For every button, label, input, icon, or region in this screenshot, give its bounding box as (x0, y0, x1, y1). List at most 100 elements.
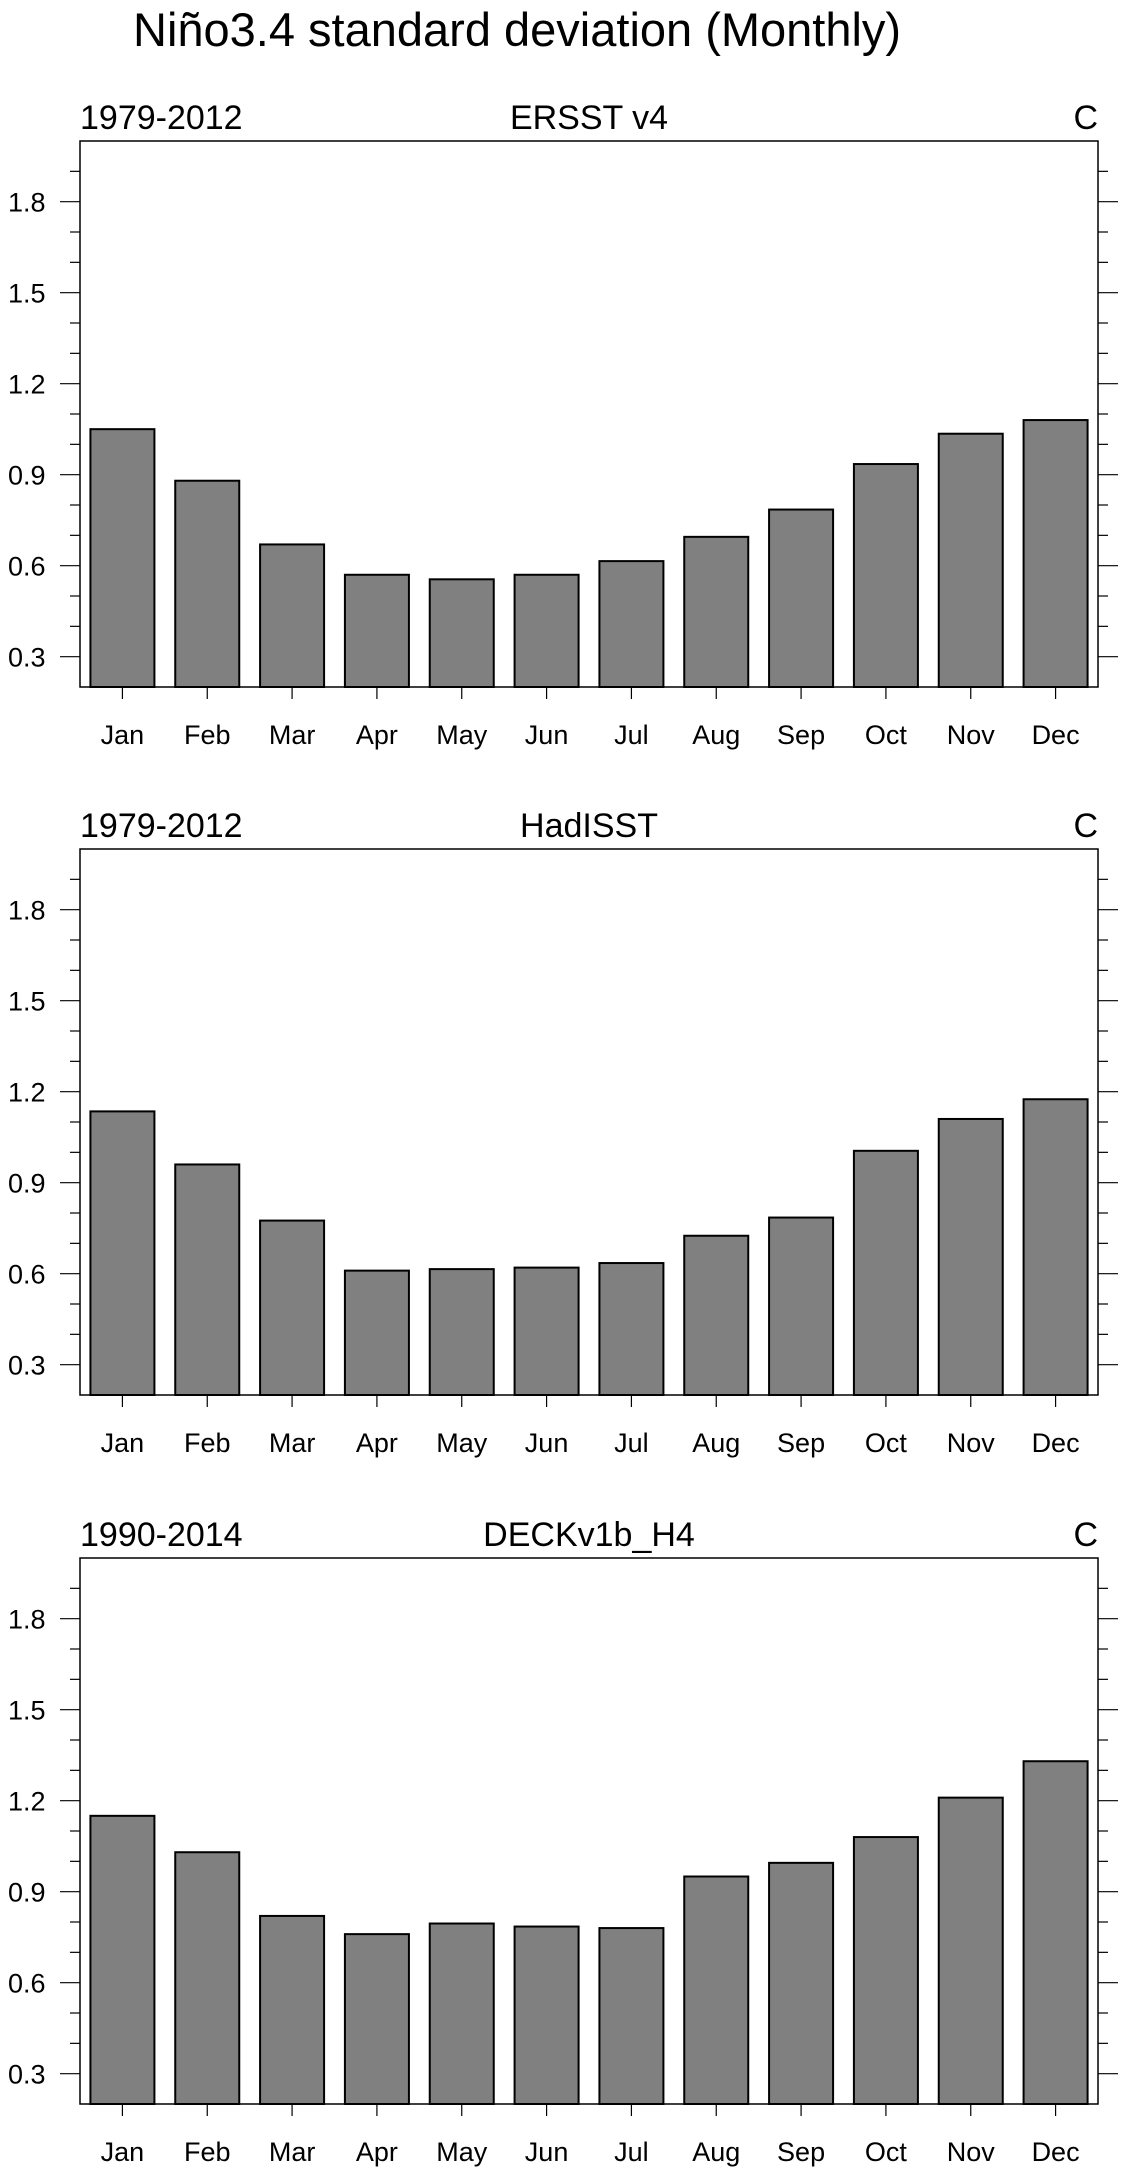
bar-jun (513, 1925, 580, 2106)
x-tick-label: May (436, 2137, 488, 2167)
y-tick-label: 1.8 (8, 188, 46, 218)
bar-dec (1022, 419, 1089, 688)
bar-sep (768, 1861, 835, 2105)
bar-dec (1022, 1760, 1089, 2105)
x-tick-label: Oct (865, 1428, 908, 1458)
bar-feb (174, 1163, 241, 1397)
x-tick-label: Jun (525, 720, 569, 750)
panel-left-label: 1979-2012 (80, 99, 243, 137)
figure-title: Niño3.4 standard deviation (Monthly) (133, 3, 901, 56)
x-tick-label: Jan (101, 1428, 145, 1458)
plot-frame (79, 140, 1099, 688)
x-tick-label: Mar (269, 2137, 316, 2167)
bar-apr (343, 1933, 410, 2105)
chart-panel-3: 1990-2014 DECKv1b_H4 C 0.3 0.6 0.9 1.2 1.5 1.8 Ja… (8, 1516, 1118, 2167)
x-tick-label: Jul (614, 1428, 649, 1458)
plot-frame (79, 1557, 1099, 2105)
y-tick-label: 1.2 (8, 1787, 46, 1817)
x-tick-label: Aug (692, 720, 740, 750)
x-tick-label: Apr (356, 1428, 398, 1458)
x-tick-label: Sep (777, 1428, 825, 1458)
panel-title: HadISST (520, 807, 658, 845)
bar-apr (343, 1269, 410, 1396)
x-tick-label: Apr (356, 720, 398, 750)
panel-units-label: C (1073, 1516, 1098, 1554)
y-tick-label: 1.5 (8, 279, 46, 309)
y-tick-label: 0.3 (8, 643, 46, 673)
panel-title: ERSST v4 (510, 99, 668, 137)
bar-feb (174, 479, 241, 688)
x-tick-label: Jan (101, 2137, 145, 2167)
x-tick-label: Nov (947, 1428, 996, 1458)
x-tick-label: Sep (777, 2137, 825, 2167)
x-tick-label: Jun (525, 1428, 569, 1458)
bar-dec (1022, 1098, 1089, 1396)
x-tick-label: Oct (865, 720, 908, 750)
panel-units-label: C (1073, 807, 1098, 845)
x-tick-label: Mar (269, 1428, 316, 1458)
y-tick-label: 0.9 (8, 1169, 46, 1199)
bar-oct (852, 1149, 919, 1396)
x-tick-label: Dec (1032, 1428, 1080, 1458)
bar-feb (174, 1851, 241, 2105)
panel-left-label: 1979-2012 (80, 807, 243, 845)
y-tick-label: 1.5 (8, 1696, 46, 1726)
bar-mar (259, 543, 326, 689)
y-tick-label: 1.2 (8, 370, 46, 400)
bar-jan (89, 428, 156, 688)
y-tick-label: 1.2 (8, 1078, 46, 1108)
bar-jun (513, 573, 580, 688)
x-tick-label: Dec (1032, 720, 1080, 750)
bar-oct (852, 463, 919, 688)
panel-units-label: C (1073, 99, 1098, 137)
panel-title: DECKv1b_H4 (483, 1516, 695, 1554)
x-tick-label: Oct (865, 2137, 908, 2167)
bar-may (428, 1268, 495, 1397)
x-tick-label: Jan (101, 720, 145, 750)
plot-frame (79, 848, 1099, 1396)
y-tick-label: 0.3 (8, 2060, 46, 2090)
bar-jun (513, 1266, 580, 1396)
bar-oct (852, 1836, 919, 2105)
x-tick-label: Mar (269, 720, 316, 750)
chart-panel-1: 1979-2012 ERSST v4 C 0.3 0.6 0.9 1.2 1.5 1.8 Jan F… (8, 99, 1118, 750)
bar-nov (937, 1117, 1004, 1396)
bar-sep (768, 508, 835, 688)
y-tick-label: 0.6 (8, 1260, 46, 1290)
y-tick-label: 1.8 (8, 896, 46, 926)
x-tick-label: Dec (1032, 2137, 1080, 2167)
x-tick-label: Feb (184, 1428, 231, 1458)
panels: 1979-2012 ERSST v4 C 0.3 0.6 0.9 1.2 1.5 1.8 Jan F… (8, 99, 1118, 2167)
bar-jul (598, 1262, 665, 1397)
chart-panel-2: 1979-2012 HadISST C 0.3 0.6 0.9 1.2 1.5 1.8 Jan Fe… (8, 807, 1118, 1458)
x-tick-label: Sep (777, 720, 825, 750)
bar-aug (683, 1875, 750, 2105)
x-tick-label: Jul (614, 2137, 649, 2167)
bar-may (428, 578, 495, 688)
bar-nov (937, 432, 1004, 689)
bar-jan (89, 1110, 156, 1396)
x-tick-label: Feb (184, 2137, 231, 2167)
bar-mar (259, 1914, 326, 2106)
x-tick-label: Nov (947, 2137, 996, 2167)
bar-jan (89, 1814, 156, 2106)
x-tick-label: May (436, 720, 488, 750)
y-tick-label: 0.9 (8, 461, 46, 491)
y-tick-label: 0.3 (8, 1351, 46, 1381)
x-tick-label: Aug (692, 2137, 740, 2167)
x-tick-label: May (436, 1428, 488, 1458)
bar-nov (937, 1796, 1004, 2105)
bar-mar (259, 1219, 326, 1397)
panel-left-label: 1990-2014 (80, 1516, 243, 1554)
y-tick-label: 0.6 (8, 552, 46, 582)
bar-jul (598, 1927, 665, 2105)
bar-may (428, 1922, 495, 2106)
y-tick-label: 0.6 (8, 1969, 46, 1999)
bar-sep (768, 1216, 835, 1397)
x-tick-label: Jul (614, 720, 649, 750)
y-tick-label: 1.5 (8, 987, 46, 1017)
y-tick-label: 1.8 (8, 1605, 46, 1635)
x-tick-label: Aug (692, 1428, 740, 1458)
bar-aug (683, 535, 750, 688)
